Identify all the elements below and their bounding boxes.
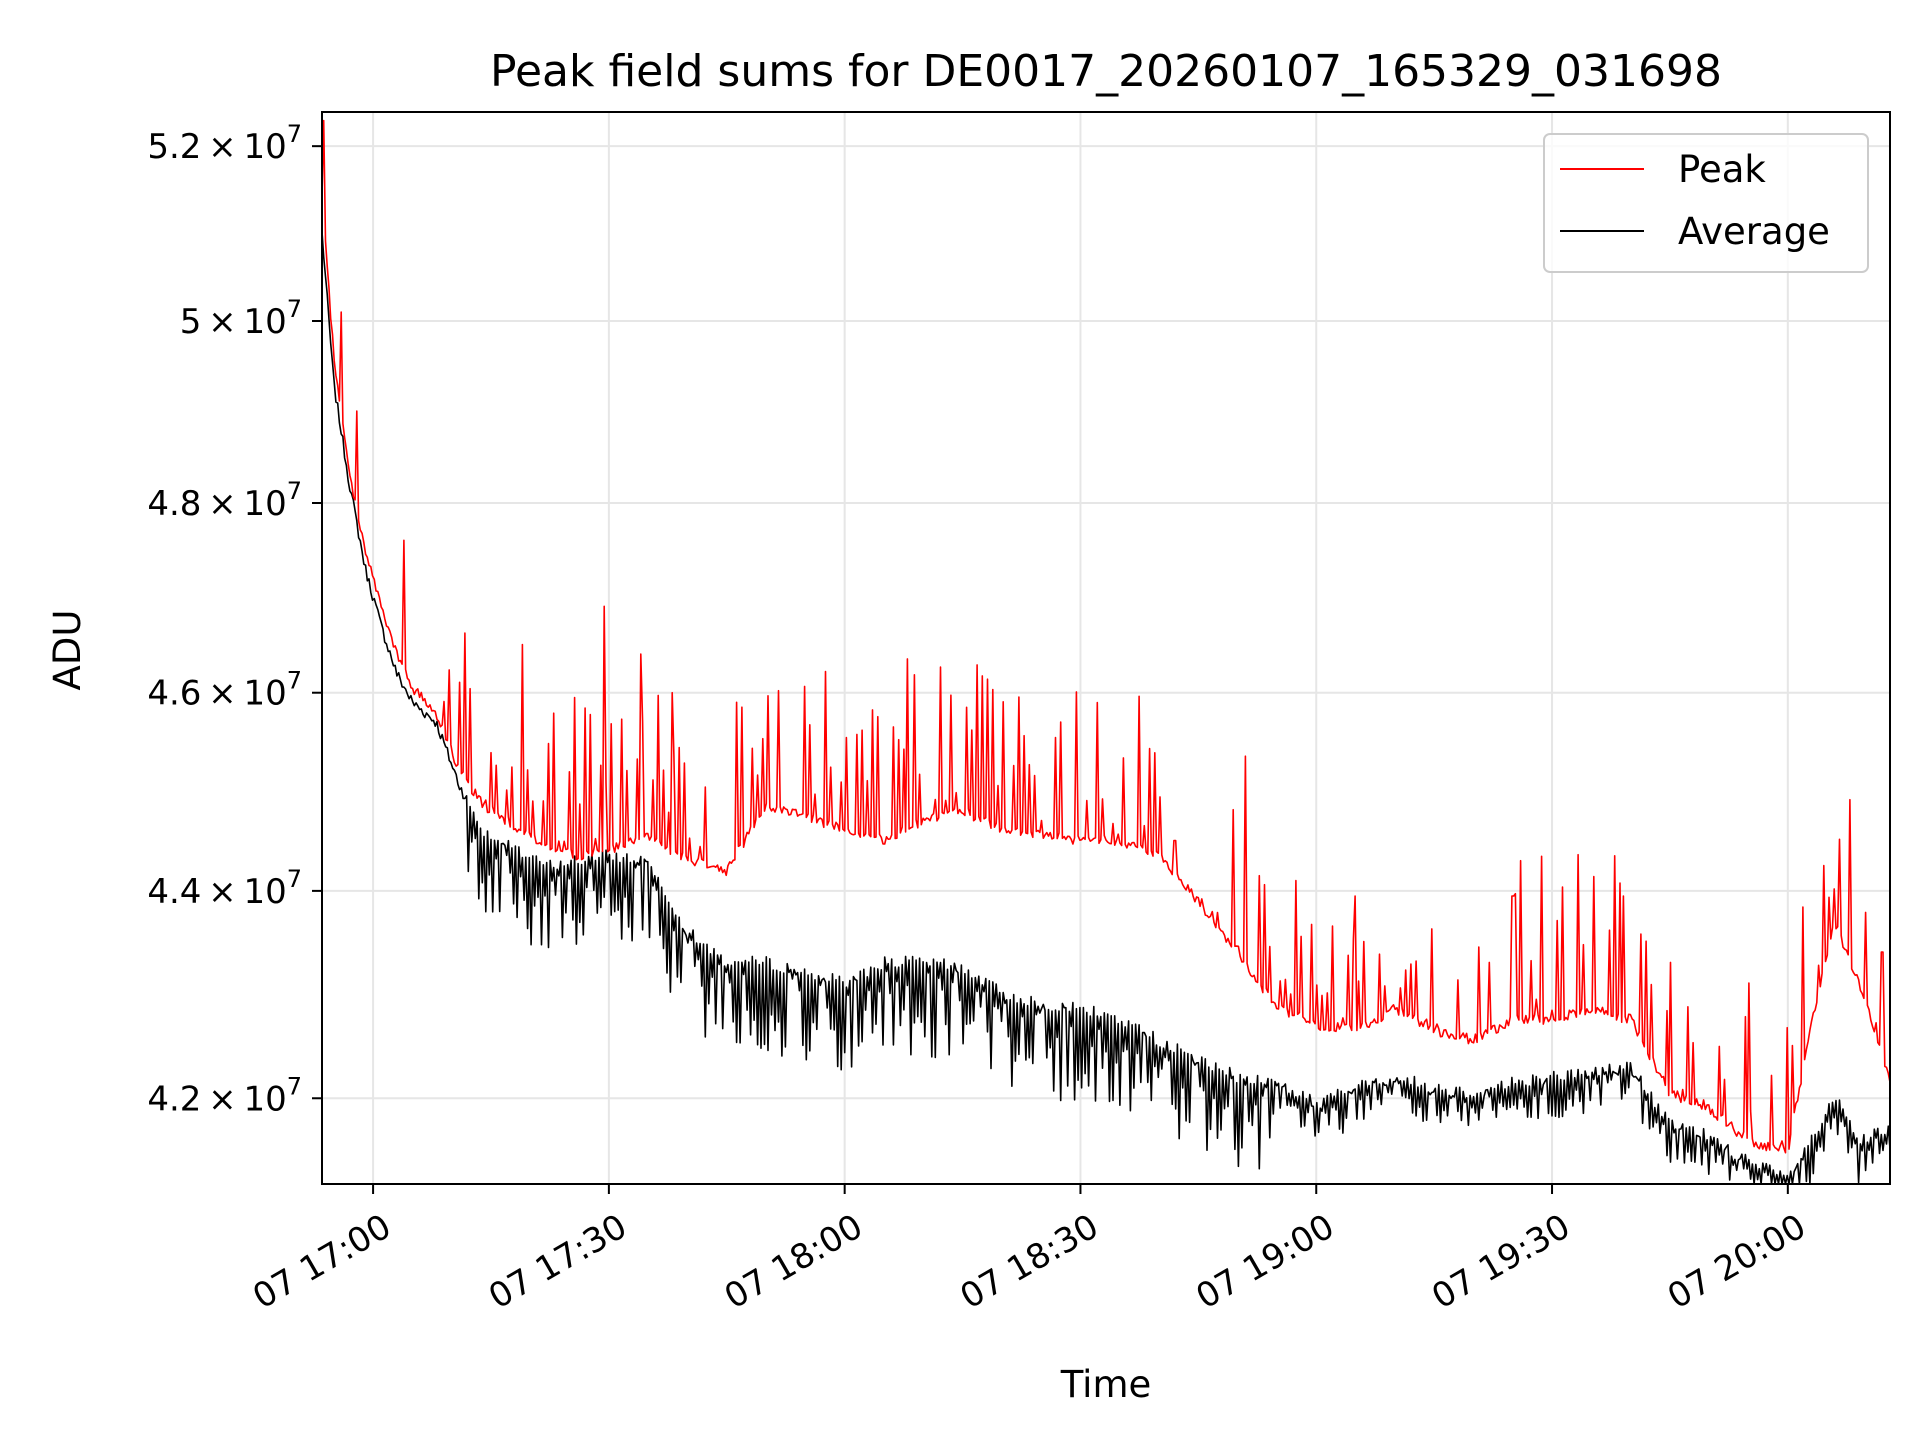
y-tick-label: 5.2 × 107 <box>147 120 302 167</box>
y-tick-label: 4.6 × 107 <box>147 667 302 714</box>
series-line-peak <box>322 119 1890 1154</box>
x-tick-label: 07 17:00 <box>246 1207 398 1318</box>
x-tick-label: 07 18:30 <box>954 1207 1106 1318</box>
y-tick-label: 5 × 107 <box>180 295 302 342</box>
x-tick-label: 07 19:30 <box>1425 1207 1577 1318</box>
legend-label-average: Average <box>1678 210 1830 253</box>
y-tick-label: 4.8 × 107 <box>147 477 302 524</box>
y-tick-label: 4.2 × 107 <box>147 1072 302 1119</box>
x-axis: 07 17:00 07 17:30 07 18:00 07 18:30 07 19:00… <box>246 1184 1813 1318</box>
y-axis: 4.2 × 107 4.4 × 107 4.6 × 107 4.8 × 107 5 × … <box>147 120 322 1119</box>
x-tick-label: 07 18:00 <box>718 1207 870 1318</box>
x-tick-label: 07 17:30 <box>482 1207 634 1318</box>
legend-label-peak: Peak <box>1678 148 1766 191</box>
x-tick-label: 07 20:00 <box>1661 1207 1813 1318</box>
y-tick-label: 4.4 × 107 <box>147 865 302 912</box>
y-axis-title: ADU <box>46 610 89 691</box>
chart-title: Peak field sums for DE0017_20260107_1653… <box>490 46 1722 97</box>
series-line-average <box>322 231 1890 1184</box>
plot-frame <box>321 111 1891 1185</box>
x-axis-title: Time <box>1060 1363 1152 1406</box>
series-layer <box>322 119 1890 1184</box>
legend: Peak Average <box>1543 133 1869 273</box>
x-tick-label: 07 19:00 <box>1189 1207 1341 1318</box>
